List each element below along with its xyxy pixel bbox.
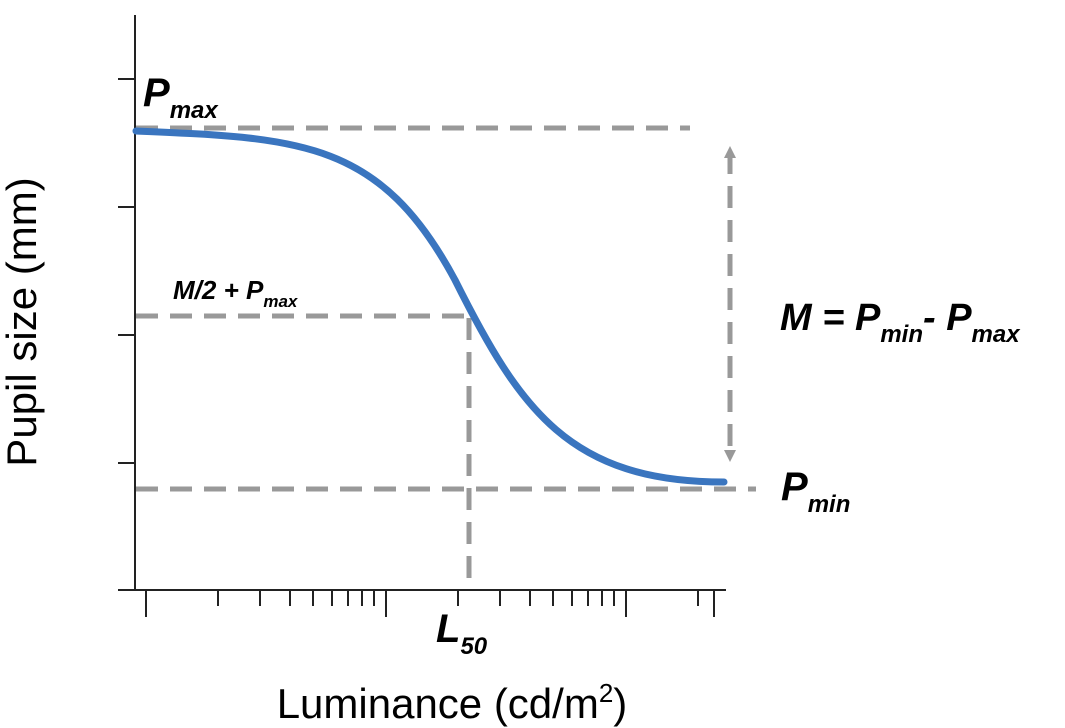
y-axis-title: Pupil size (mm) [0,177,45,466]
axes [118,15,726,617]
l50-label: L50 [436,607,488,660]
pmax-label: Pmax [143,71,219,124]
guide-lines [136,125,756,588]
m-equation-label: M = Pmin- Pmax [780,297,1021,348]
x-axis-title: Luminance (cd/m2) [277,678,628,727]
half-max-label: M/2 + Pmax [173,275,299,311]
x-ticks [145,590,715,617]
pupil-response-curve [132,127,728,486]
pmin-label: Pmin [781,465,850,518]
